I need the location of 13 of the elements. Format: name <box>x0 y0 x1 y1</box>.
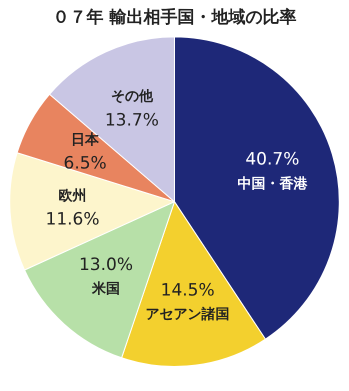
slice-label: アセアン諸国 <box>146 306 230 323</box>
chart-title: ０７年 輸出相手国・地域の比率 <box>52 8 296 28</box>
data-label: 13.7% <box>104 110 159 130</box>
slice-label: その他 <box>110 88 154 104</box>
slice-label: 欧州 <box>58 188 87 204</box>
data-label: 40.7% <box>245 150 300 170</box>
data-label: 14.5% <box>160 280 215 300</box>
slice-label: 中国・香港 <box>237 176 308 192</box>
slice-label: 日本 <box>71 132 100 148</box>
data-label: 13.0% <box>78 254 133 275</box>
data-label: 11.6% <box>46 210 100 230</box>
data-label: 6.5% <box>64 154 107 174</box>
slice-label: 米国 <box>90 281 120 298</box>
